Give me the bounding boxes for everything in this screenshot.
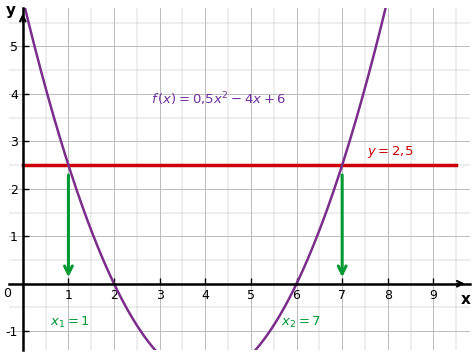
Text: $y = 2{,}5$: $y = 2{,}5$: [367, 144, 414, 160]
Text: $f\,(x) = 0{,}5x^2 - 4x + 6$: $f\,(x) = 0{,}5x^2 - 4x + 6$: [151, 90, 286, 108]
Text: y: y: [6, 3, 16, 18]
Text: $x_2 = 7$: $x_2 = 7$: [281, 315, 320, 330]
Text: 0: 0: [3, 287, 11, 300]
Text: $x_1 = 1$: $x_1 = 1$: [50, 315, 90, 330]
Text: x: x: [460, 292, 470, 307]
